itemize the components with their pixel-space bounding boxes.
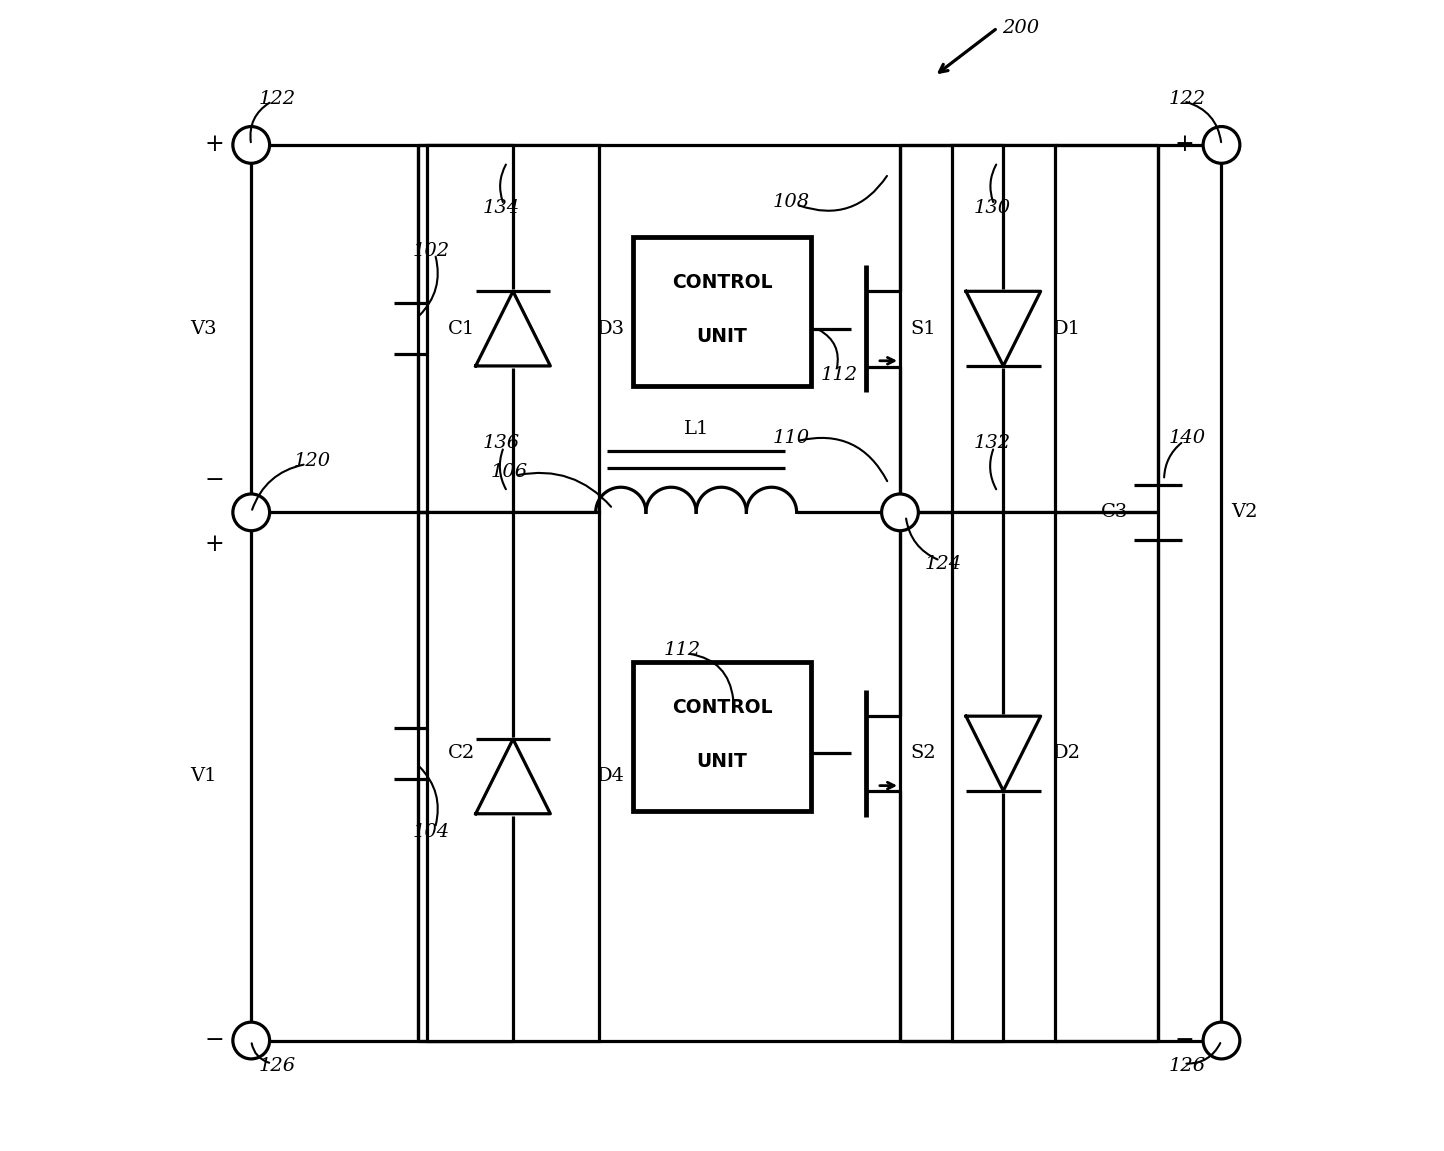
Text: 126: 126 <box>258 1057 296 1075</box>
Text: 124: 124 <box>926 555 962 573</box>
Text: S1: S1 <box>910 320 936 337</box>
Text: 112: 112 <box>663 641 700 660</box>
Circle shape <box>232 1022 270 1059</box>
Text: UNIT: UNIT <box>696 752 748 771</box>
Text: 110: 110 <box>773 428 810 447</box>
Text: 136: 136 <box>482 434 520 452</box>
Bar <box>952 145 1056 512</box>
Text: +: + <box>1175 134 1194 157</box>
Text: +: + <box>205 134 224 157</box>
Text: CONTROL: CONTROL <box>671 273 773 292</box>
Text: −: − <box>205 1029 224 1052</box>
Text: L1: L1 <box>683 419 709 437</box>
Bar <box>952 512 1056 1041</box>
Bar <box>427 145 599 512</box>
Text: V1: V1 <box>189 768 217 785</box>
Text: 122: 122 <box>258 90 296 108</box>
Text: 106: 106 <box>491 463 529 481</box>
Text: 112: 112 <box>822 366 858 383</box>
Text: D2: D2 <box>1053 745 1080 762</box>
Text: CONTROL: CONTROL <box>671 698 773 717</box>
Text: S2: S2 <box>910 745 936 762</box>
Text: C3: C3 <box>1100 503 1128 521</box>
Text: C2: C2 <box>448 745 475 762</box>
Text: 122: 122 <box>1168 90 1206 108</box>
Circle shape <box>232 127 270 163</box>
Text: C1: C1 <box>448 320 475 337</box>
Bar <box>427 512 599 1041</box>
Text: V3: V3 <box>189 320 217 337</box>
Text: 140: 140 <box>1168 428 1206 447</box>
Text: D3: D3 <box>596 320 625 337</box>
Bar <box>632 662 812 811</box>
Text: 104: 104 <box>413 823 451 840</box>
Circle shape <box>1203 1022 1240 1059</box>
Text: 102: 102 <box>413 242 451 260</box>
Text: 108: 108 <box>773 193 810 212</box>
Text: −: − <box>205 468 224 491</box>
Text: +: + <box>205 533 224 556</box>
Text: UNIT: UNIT <box>696 327 748 346</box>
Text: 120: 120 <box>293 451 331 470</box>
Text: −: − <box>1175 1029 1194 1052</box>
Bar <box>632 237 812 386</box>
Text: 134: 134 <box>482 199 520 218</box>
Text: D4: D4 <box>596 768 625 785</box>
Text: 200: 200 <box>1002 18 1040 37</box>
Text: 126: 126 <box>1168 1057 1206 1075</box>
Text: 130: 130 <box>973 199 1011 218</box>
Text: D1: D1 <box>1053 320 1080 337</box>
Circle shape <box>1203 127 1240 163</box>
Text: V2: V2 <box>1232 503 1258 521</box>
Circle shape <box>882 494 918 531</box>
Text: 132: 132 <box>973 434 1011 452</box>
Circle shape <box>232 494 270 531</box>
